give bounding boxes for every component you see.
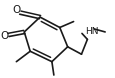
Text: O: O (0, 31, 9, 41)
Text: O: O (12, 5, 20, 15)
Text: HN: HN (84, 27, 98, 36)
